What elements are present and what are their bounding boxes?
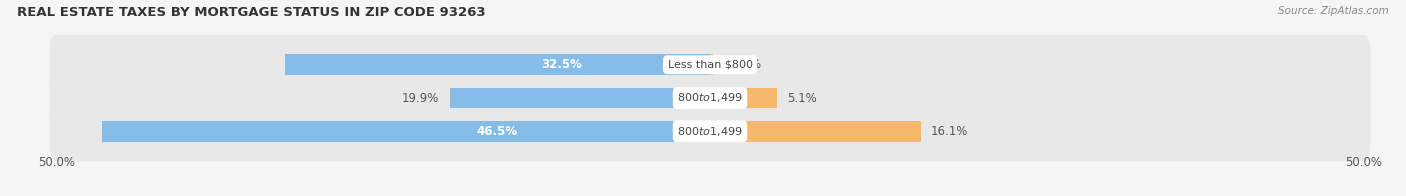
Text: Source: ZipAtlas.com: Source: ZipAtlas.com bbox=[1278, 6, 1389, 16]
Bar bbox=[103, 121, 710, 142]
Text: Less than $800: Less than $800 bbox=[668, 60, 752, 70]
FancyBboxPatch shape bbox=[49, 68, 1371, 128]
FancyBboxPatch shape bbox=[49, 35, 1371, 95]
Text: 19.9%: 19.9% bbox=[402, 92, 439, 104]
Text: 16.1%: 16.1% bbox=[931, 125, 969, 138]
Text: 5.1%: 5.1% bbox=[787, 92, 817, 104]
Text: REAL ESTATE TAXES BY MORTGAGE STATUS IN ZIP CODE 93263: REAL ESTATE TAXES BY MORTGAGE STATUS IN … bbox=[17, 6, 485, 19]
Bar bbox=[450, 88, 710, 108]
Text: 32.5%: 32.5% bbox=[541, 58, 582, 71]
Text: $800 to $1,499: $800 to $1,499 bbox=[678, 125, 742, 138]
Bar bbox=[710, 88, 776, 108]
Text: $800 to $1,499: $800 to $1,499 bbox=[678, 92, 742, 104]
FancyBboxPatch shape bbox=[49, 101, 1371, 161]
Bar bbox=[710, 121, 921, 142]
Bar bbox=[710, 54, 713, 75]
Text: 0.25%: 0.25% bbox=[724, 58, 761, 71]
Text: 46.5%: 46.5% bbox=[477, 125, 517, 138]
Legend: Without Mortgage, With Mortgage: Without Mortgage, With Mortgage bbox=[585, 193, 835, 196]
Bar bbox=[285, 54, 710, 75]
